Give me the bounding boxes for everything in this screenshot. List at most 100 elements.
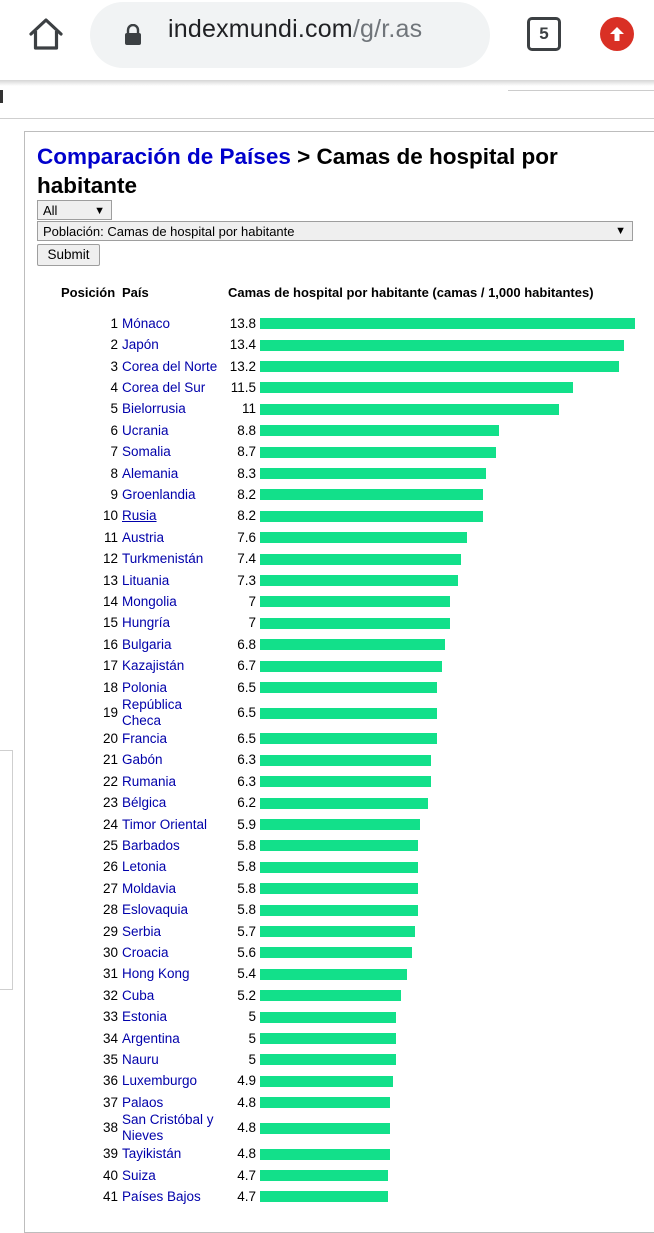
value-label: 7.6 — [237, 529, 256, 545]
value-bar — [260, 754, 432, 766]
country-link[interactable]: Bielorrusia — [122, 401, 186, 417]
value-bar — [260, 403, 559, 415]
country-link[interactable]: Cuba — [122, 987, 155, 1003]
value-label: 8.2 — [237, 486, 256, 502]
country-link[interactable]: Barbados — [122, 837, 180, 853]
address-bar[interactable]: indexmundi.com/g/r.as — [90, 2, 490, 68]
country-link[interactable]: Moldavia — [122, 880, 177, 896]
country-link[interactable]: Serbia — [122, 923, 162, 939]
update-icon — [610, 27, 624, 41]
country-link[interactable]: Nauru — [122, 1051, 159, 1067]
rank-cell: 25 — [102, 837, 118, 853]
country-link[interactable]: Bulgaria — [122, 636, 172, 652]
value-label: 7 — [248, 615, 256, 631]
country-link[interactable]: Rumania — [122, 773, 177, 789]
rank-cell: 29 — [102, 923, 118, 939]
page-fragment — [0, 90, 3, 103]
indicator-select[interactable]: Población: Camas de hospital por habitan… — [37, 221, 633, 241]
country-link[interactable]: Austria — [122, 529, 165, 545]
page-fragment — [508, 84, 654, 91]
country-link[interactable]: Argentina — [122, 1030, 180, 1046]
home-icon — [29, 18, 63, 50]
rank-cell: 11 — [103, 529, 118, 545]
country-link[interactable]: Croacia — [122, 944, 169, 960]
rank-cell: 31 — [102, 966, 118, 982]
update-button[interactable] — [600, 17, 634, 51]
value-bar — [260, 1122, 391, 1134]
country-link[interactable]: Luxemburgo — [122, 1073, 198, 1089]
rank-cell: 15 — [102, 615, 118, 631]
country-link[interactable]: Bélgica — [122, 795, 167, 811]
rank-cell: 12 — [102, 551, 118, 567]
rank-cell: 18 — [102, 679, 118, 695]
rank-cell: 1 — [110, 315, 118, 331]
value-bar — [260, 596, 451, 608]
rank-cell: 26 — [102, 859, 118, 875]
home-button[interactable] — [22, 12, 70, 56]
country-link[interactable]: Lituania — [122, 572, 170, 588]
country-link[interactable]: Mónaco — [122, 315, 171, 331]
value-label: 8.3 — [237, 465, 256, 481]
country-link[interactable]: Mongolia — [122, 593, 177, 609]
value-label: 6.8 — [237, 636, 256, 652]
country-link[interactable]: Eslovaquia — [122, 902, 189, 918]
rank-cell: 35 — [102, 1051, 118, 1067]
value-bar — [260, 660, 443, 672]
country-link[interactable]: San Cristóbal y Nieves — [122, 1112, 214, 1144]
value-bar — [260, 1097, 391, 1109]
country-link[interactable]: Alemania — [122, 465, 179, 481]
value-label: 13.4 — [229, 337, 256, 353]
rank-cell: 38 — [102, 1120, 118, 1136]
country-link[interactable]: Hong Kong — [122, 966, 190, 982]
lock-icon — [125, 24, 141, 45]
rank-cell: 8 — [110, 465, 118, 481]
country-link[interactable]: Francia — [122, 730, 168, 746]
country-link[interactable]: Tayikistán — [122, 1146, 182, 1162]
rank-cell: 32 — [102, 987, 118, 1003]
country-link[interactable]: Japón — [122, 337, 159, 353]
country-link[interactable]: Groenlandia — [122, 486, 196, 502]
country-link[interactable]: Palaos — [122, 1094, 164, 1110]
country-link[interactable]: Rusia — [122, 508, 157, 524]
rank-cell: 30 — [102, 944, 118, 960]
rank-cell: 34 — [102, 1030, 118, 1046]
country-link-line: Nieves — [122, 1128, 164, 1144]
country-link[interactable]: Letonia — [122, 859, 167, 875]
url-text: indexmundi.com/g/r.as — [168, 15, 422, 44]
value-label: 6.5 — [237, 705, 256, 721]
rank-cell: 9 — [110, 486, 118, 502]
country-link[interactable]: Kazajistán — [122, 658, 185, 674]
country-link[interactable]: Timor Oriental — [122, 816, 208, 832]
value-label: 7 — [248, 593, 256, 609]
value-label: 8.8 — [237, 422, 256, 438]
tab-switcher-button[interactable]: 5 — [527, 17, 561, 51]
country-link[interactable]: Corea del Sur — [122, 379, 206, 395]
rank-cell: 21 — [102, 752, 118, 768]
value-bar — [260, 1011, 396, 1023]
country-link[interactable]: Hungría — [122, 615, 171, 631]
country-link[interactable]: Polonia — [122, 679, 168, 695]
value-bar — [260, 947, 413, 959]
value-label: 4.9 — [237, 1073, 256, 1089]
value-bar — [260, 968, 407, 980]
rank-cell: 23 — [102, 795, 118, 811]
country-link[interactable]: Gabón — [122, 752, 163, 768]
value-label: 4.7 — [237, 1167, 256, 1183]
value-bar — [260, 318, 635, 330]
country-link[interactable]: Estonia — [122, 1009, 168, 1025]
value-bar — [260, 707, 437, 719]
value-bar — [260, 575, 459, 586]
country-link[interactable]: Turkmenistán — [122, 551, 204, 567]
country-link[interactable]: Suiza — [122, 1167, 156, 1183]
country-link[interactable]: Somalia — [122, 444, 171, 460]
country-link[interactable]: Corea del Norte — [122, 358, 218, 374]
country-link[interactable]: República Checa — [122, 697, 182, 729]
country-link[interactable]: Ucrania — [122, 422, 169, 438]
url-path: /g/r.as — [352, 15, 423, 43]
breadcrumb-link[interactable]: Comparación de Países — [37, 144, 291, 169]
side-panel — [0, 750, 13, 990]
value-label: 4.8 — [237, 1094, 256, 1110]
region-select[interactable]: All ▼ — [37, 200, 112, 220]
value-label: 4.7 — [237, 1188, 256, 1204]
submit-button[interactable]: Submit — [37, 244, 100, 266]
